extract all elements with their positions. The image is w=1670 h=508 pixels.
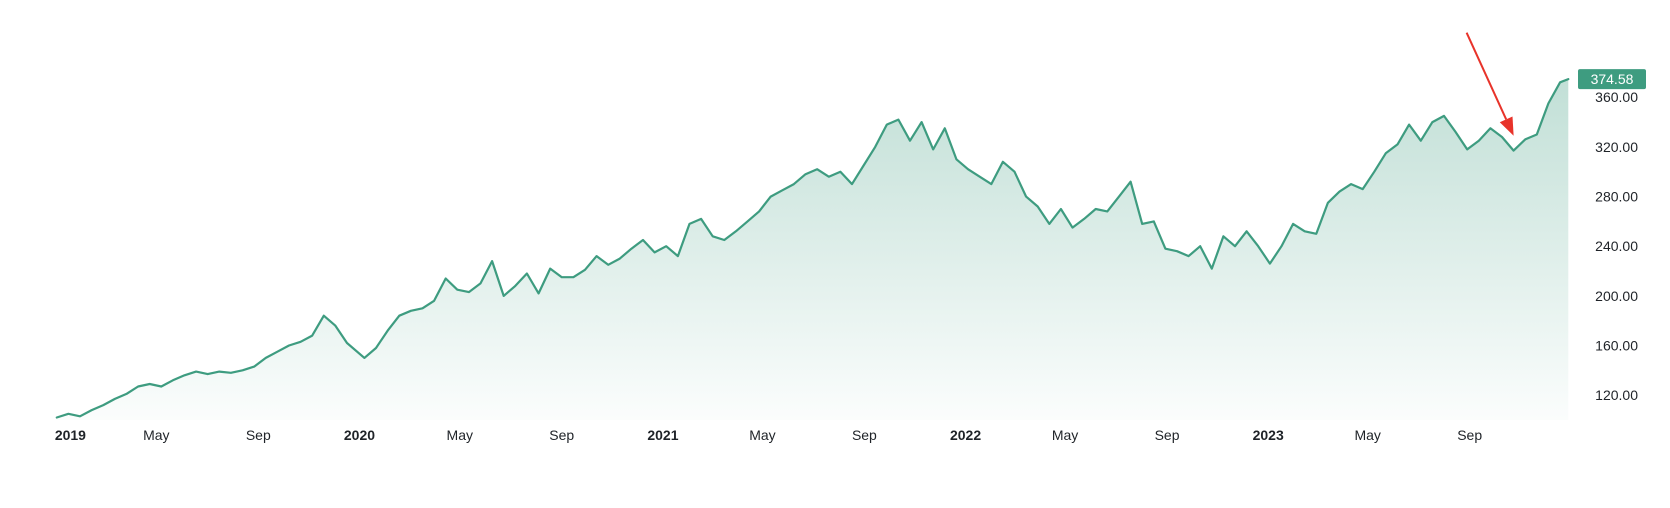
annotation-arrow-shaft: [1465, 32, 1508, 120]
x-tick-label: May: [447, 427, 473, 443]
last-price-badge: 374.58: [1578, 69, 1646, 90]
x-tick-label: 2020: [344, 427, 375, 443]
x-tick-label: 2022: [950, 427, 981, 443]
y-tick-label: 240.00: [1595, 238, 1638, 254]
y-tick-label: 360.00: [1595, 89, 1638, 105]
x-tick-label: May: [749, 427, 775, 443]
x-tick-label: 2021: [647, 427, 678, 443]
y-tick-label: 280.00: [1595, 189, 1638, 205]
x-tick-label: Sep: [549, 427, 574, 443]
x-tick-label: 2023: [1253, 427, 1284, 443]
price-area-fill: [56, 79, 1569, 420]
y-tick-label: 120.00: [1595, 387, 1638, 403]
x-tick-label: Sep: [1155, 427, 1180, 443]
x-axis: 2019 May Sep 2020 May Sep 2021 May Sep 2022 May Sep…: [55, 427, 1483, 443]
x-tick-label: May: [143, 427, 169, 443]
y-tick-label: 200.00: [1595, 288, 1638, 304]
x-tick-label: Sep: [246, 427, 271, 443]
annotation-arrow: [1465, 32, 1514, 136]
last-price-label: 374.58: [1591, 71, 1634, 87]
last-price-badge-bg: [1578, 69, 1646, 90]
x-tick-label: Sep: [852, 427, 877, 443]
price-line: [55, 78, 1570, 419]
x-tick-label: Sep: [1457, 427, 1482, 443]
y-tick-label: 320.00: [1595, 139, 1638, 155]
x-tick-label: May: [1052, 427, 1078, 443]
x-tick-label: 2019: [55, 427, 86, 443]
y-tick-label: 160.00: [1595, 338, 1638, 354]
y-axis: 120.00 160.00 200.00 240.00 280.00 320.00 360.…: [1595, 89, 1638, 403]
annotation-arrow-head: [1499, 116, 1514, 136]
x-tick-label: May: [1354, 427, 1380, 443]
